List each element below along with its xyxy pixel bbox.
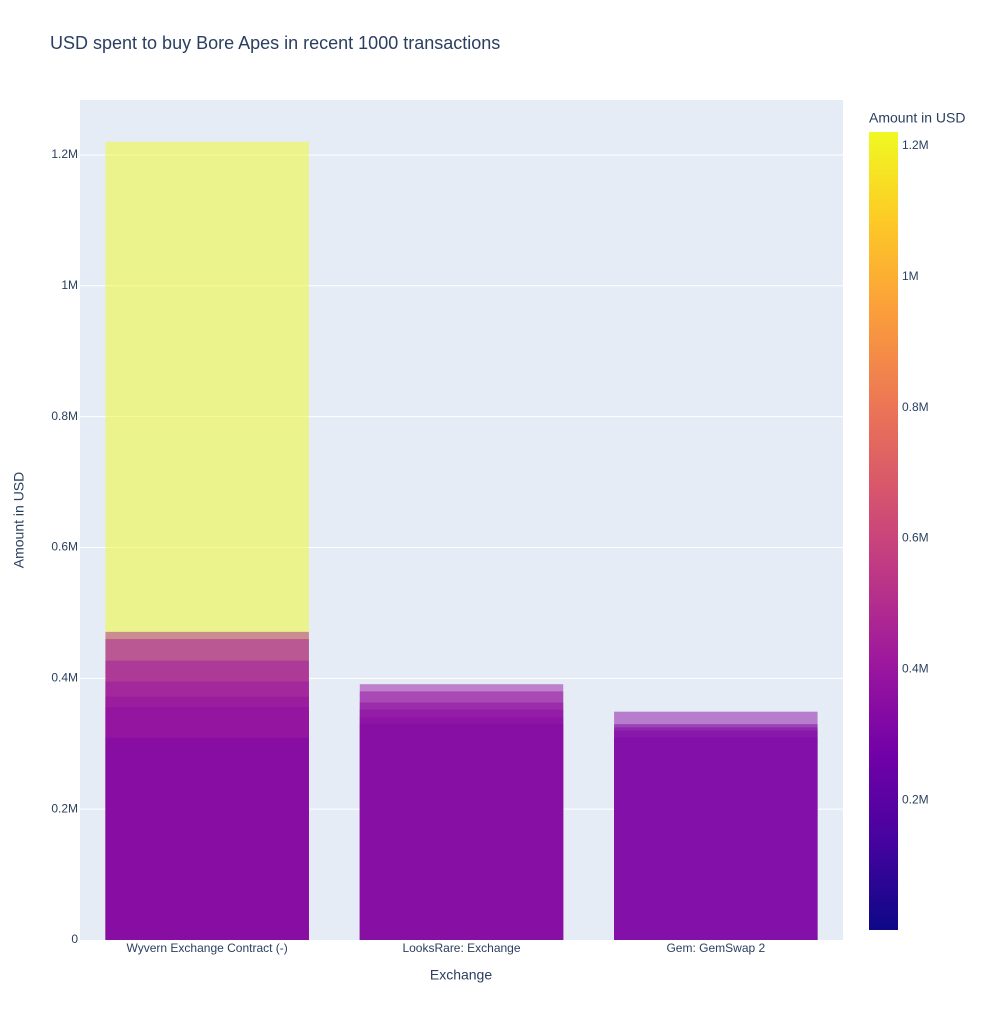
colorbar-tick-label: 0.6M [902,531,929,545]
colorbar [869,132,898,930]
colorbar-tick-label: 0.2M [902,793,929,807]
y-tick-label: 1M [61,278,78,292]
colorbar-tick-label: 1M [902,269,919,283]
x-tick-label: LooksRare: Exchange [402,941,520,955]
x-axis-title: Exchange [430,967,492,983]
colorbar-tick-label: 0.8M [902,400,929,414]
chart-title: USD spent to buy Bore Apes in recent 100… [50,33,500,53]
y-tick-label: 1.2M [51,147,78,161]
bar [359,724,564,940]
bar [105,737,309,940]
colorbar-tick-label: 1.2M [902,138,929,152]
y-tick-label: 0 [71,932,78,946]
y-axis-title: Amount in USD [11,472,27,568]
bar [614,737,818,940]
x-tick-label: Gem: GemSwap 2 [666,941,765,955]
y-tick-label: 0.6M [51,540,78,554]
colorbar-tick-label: 0.4M [902,662,929,676]
colorbar-title: Amount in USD [869,110,965,126]
x-tick-label: Wyvern Exchange Contract (-) [127,941,288,955]
y-tick-label: 0.4M [51,670,78,684]
y-tick-label: 0.8M [51,409,78,423]
y-tick-label: 0.2M [51,801,78,815]
